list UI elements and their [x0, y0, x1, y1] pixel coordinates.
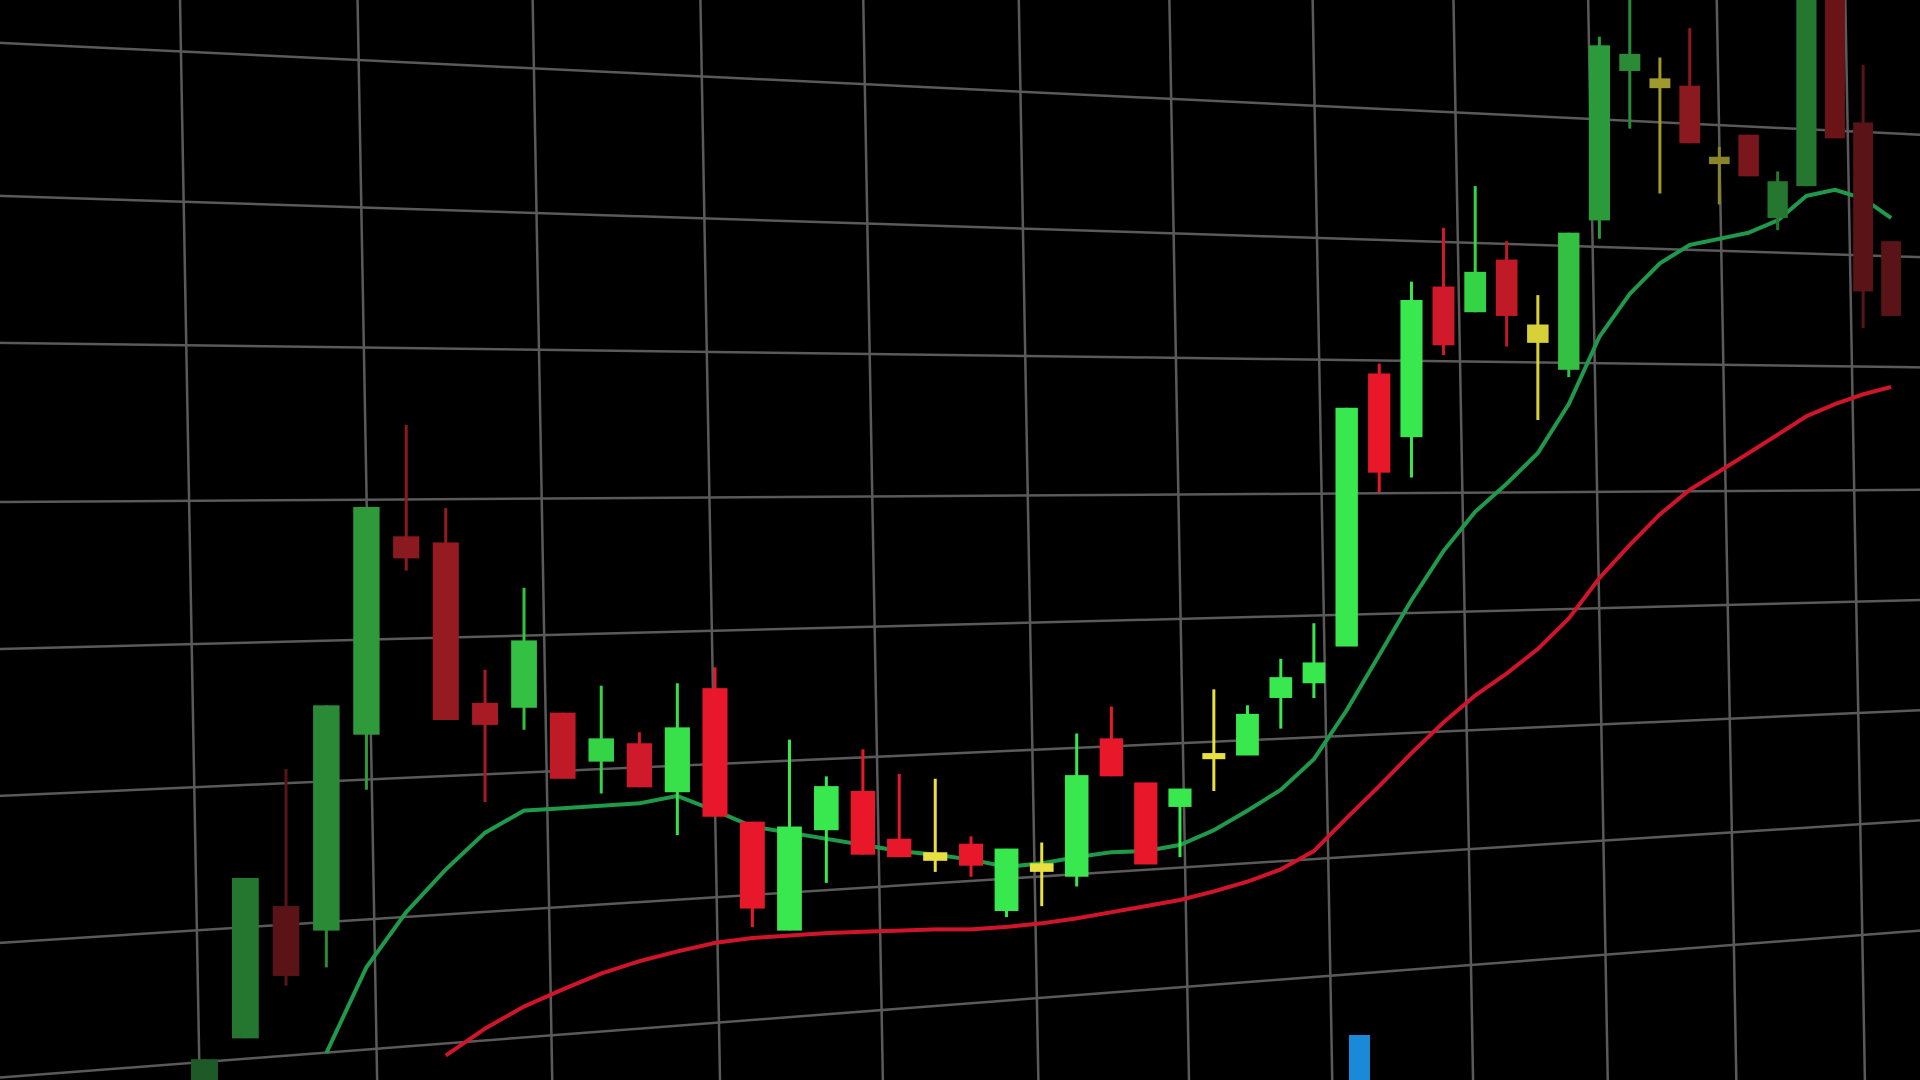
candle-body — [588, 738, 614, 762]
grid-line — [1311, 0, 1334, 1080]
candle-body — [1679, 85, 1701, 144]
candle-body — [432, 542, 459, 720]
candle-body — [549, 712, 576, 779]
candle-body — [472, 702, 498, 725]
candle-body — [850, 791, 876, 855]
candle-body — [1881, 241, 1901, 316]
candle-body — [702, 688, 728, 817]
candle-body — [814, 786, 839, 831]
grid-line — [0, 194, 1920, 259]
candle-body — [1495, 259, 1518, 316]
candle-body — [1099, 738, 1124, 777]
candle-body — [1824, 0, 1845, 139]
grid-line — [699, 0, 722, 1080]
candle-body — [1269, 677, 1293, 698]
candle-body — [777, 826, 802, 931]
candle-body — [1202, 753, 1226, 760]
candle-body — [626, 743, 653, 788]
grid-line — [862, 0, 885, 1080]
grid-line — [0, 341, 1920, 369]
candle-body — [959, 843, 984, 866]
moving-average-line — [444, 384, 1892, 1058]
candle-body — [272, 906, 300, 976]
candle-body — [1432, 286, 1455, 346]
grid-line — [1844, 0, 1867, 1080]
candle-body — [1168, 788, 1192, 807]
candle-body — [393, 536, 420, 559]
candle-body — [1796, 0, 1817, 187]
candle-body — [1738, 134, 1759, 177]
candle-body — [1335, 407, 1358, 647]
candle-body — [511, 640, 537, 708]
candle-body — [923, 852, 948, 861]
candle-body — [739, 821, 765, 909]
candle-body — [994, 848, 1019, 912]
candle-body — [1400, 300, 1423, 438]
candle-body — [1558, 232, 1580, 370]
candles — [191, 0, 1901, 1080]
grid-line — [178, 0, 201, 1080]
candle-body — [1619, 53, 1641, 72]
candle-body — [1767, 181, 1788, 218]
grid-line — [0, 488, 1920, 504]
candle-body — [1302, 662, 1326, 684]
candle-body — [1649, 78, 1671, 89]
grid-line — [1452, 0, 1475, 1080]
candle-body — [1464, 271, 1487, 313]
candle-body — [1029, 863, 1054, 872]
candle-body — [1134, 782, 1158, 865]
candle-body — [1064, 775, 1089, 877]
candle-body — [1368, 373, 1391, 473]
candle-body — [1527, 324, 1549, 343]
candle-body — [313, 705, 340, 931]
candle-body — [231, 877, 259, 1039]
grid-line — [1017, 0, 1040, 1080]
candle-body — [191, 1059, 218, 1080]
candle-body — [353, 506, 380, 735]
candle-body — [1236, 713, 1259, 756]
candle-body — [664, 727, 690, 793]
grid-line — [531, 0, 554, 1080]
grid-line — [0, 598, 1920, 651]
volume-bar — [1349, 1035, 1370, 1080]
candle-body — [1588, 45, 1611, 221]
candle-body — [1709, 156, 1730, 165]
candle-body — [1853, 122, 1874, 292]
grid-line — [0, 929, 1920, 1079]
candle-body — [887, 838, 912, 858]
